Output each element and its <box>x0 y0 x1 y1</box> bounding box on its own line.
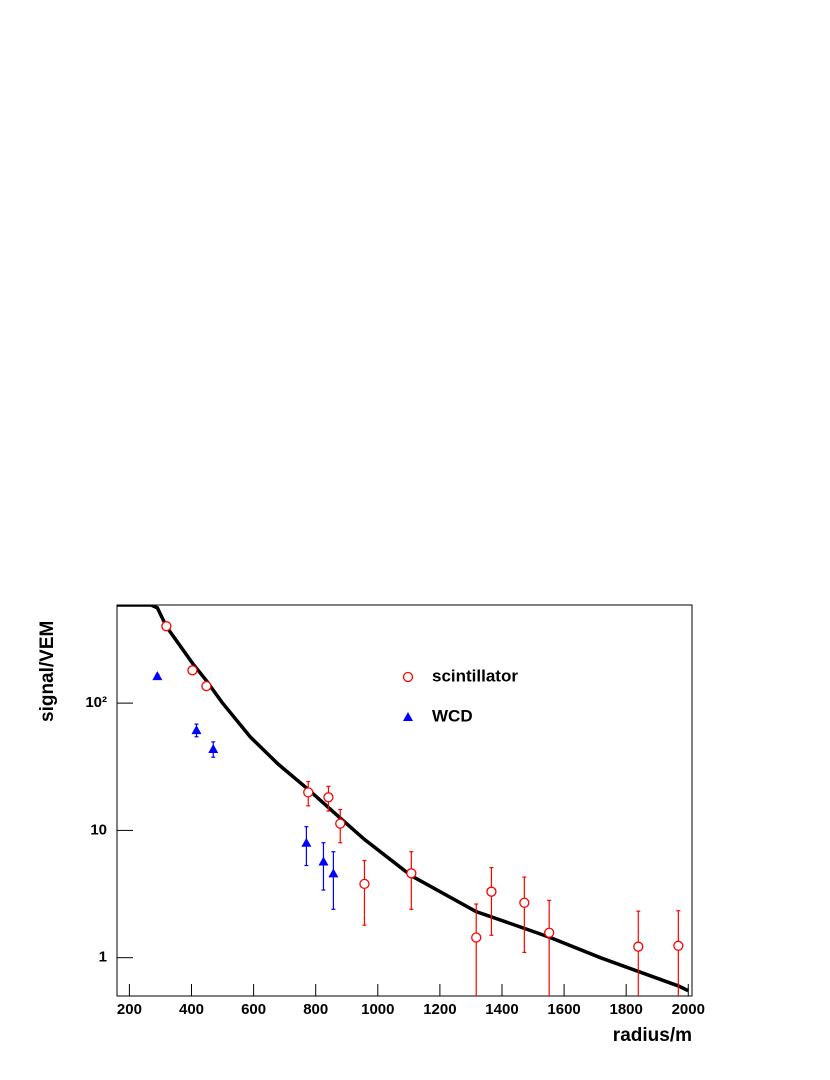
data-point <box>318 856 329 866</box>
data-point <box>323 792 334 803</box>
error-bar <box>489 867 494 936</box>
x-tick-label: 1400 <box>485 1001 518 1018</box>
error-bar <box>547 899 552 996</box>
data-point <box>471 932 482 943</box>
data-point <box>161 621 172 632</box>
fit-line <box>117 605 690 993</box>
data-point <box>208 744 219 754</box>
data-point <box>187 665 198 676</box>
data-point <box>328 868 339 878</box>
data-point <box>673 940 684 951</box>
x-tick-label: 2000 <box>672 1001 705 1018</box>
data-point <box>359 878 370 890</box>
x-tick-label: 200 <box>117 1001 142 1018</box>
legend-label: scintillator <box>432 666 518 685</box>
error-bar <box>362 859 367 926</box>
x-tick-label: 600 <box>241 1001 266 1018</box>
x-tick-label: 400 <box>179 1001 204 1018</box>
error-bar <box>636 910 641 996</box>
data-point <box>301 837 312 847</box>
data-point <box>201 680 212 692</box>
error-bar <box>474 903 479 996</box>
plot-frame <box>116 604 693 997</box>
y-axis-title: signal/VEM <box>37 621 58 722</box>
error-bar <box>321 842 326 891</box>
legend-marker <box>403 712 413 721</box>
y-tick-label: 10² <box>85 694 107 711</box>
data-point <box>519 897 530 908</box>
x-tick-label: 1000 <box>361 1001 394 1018</box>
x-tick-label: 1200 <box>423 1001 456 1018</box>
y-tick-label: 1 <box>99 949 107 966</box>
x-tick-label: 800 <box>303 1001 328 1018</box>
data-point <box>406 868 417 879</box>
legend-marker <box>402 671 414 683</box>
y-tick-label: 10 <box>90 821 107 838</box>
data-point <box>152 671 163 681</box>
data-point <box>303 787 314 798</box>
legend-label: WCD <box>432 706 473 725</box>
error-bar <box>331 851 336 910</box>
data-point <box>544 927 555 938</box>
x-tick-label: 1800 <box>609 1001 642 1018</box>
data-point <box>191 725 202 735</box>
error-bar <box>676 910 681 996</box>
error-bar <box>409 851 414 910</box>
data-point <box>335 818 346 829</box>
plot-area <box>117 605 690 996</box>
x-tick-label: 1600 <box>547 1001 580 1018</box>
data-point <box>633 941 644 952</box>
data-point <box>486 886 497 897</box>
x-axis-title: radius/m <box>613 1025 692 1046</box>
error-bar <box>522 876 527 954</box>
